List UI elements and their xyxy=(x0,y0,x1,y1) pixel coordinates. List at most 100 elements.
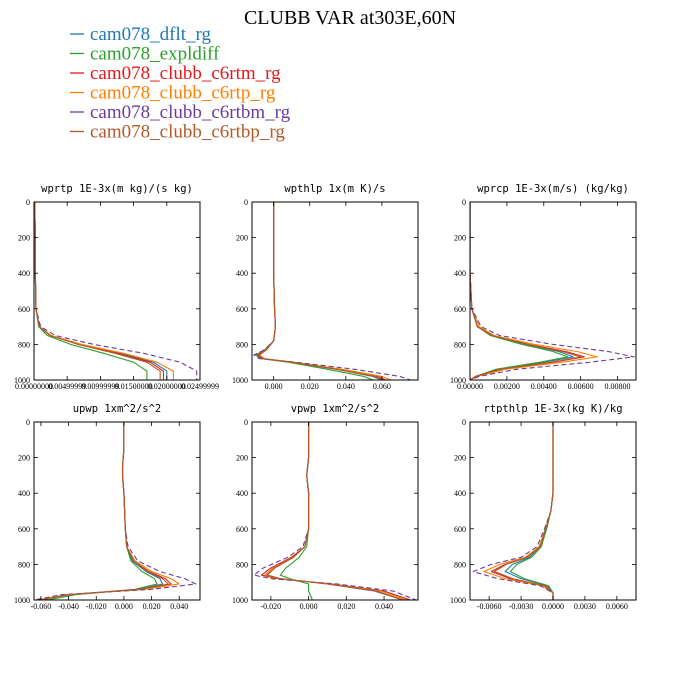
y-tick-label: 0 xyxy=(26,418,30,427)
x-tick-label: 0.02499999 xyxy=(181,382,219,391)
x-tick-label: 0.040 xyxy=(337,382,355,391)
panel-title: wpthlp 1x(m K)/s xyxy=(284,183,385,195)
x-tick-label: 0.01500000 xyxy=(115,382,153,391)
series-line-2 xyxy=(509,422,554,600)
y-tick-label: 800 xyxy=(454,560,466,569)
y-tick-label: 200 xyxy=(18,454,30,463)
panel-1: wprtp 1E-3x(m kg)/(s kg) 0 200 400 600 800 100… xyxy=(14,183,219,391)
panel-title: wprtp 1E-3x(m kg)/(s kg) xyxy=(41,183,193,195)
y-tick-label: 800 xyxy=(236,340,248,349)
y-tick-label: 1000 xyxy=(14,376,30,385)
x-tick-label: -0.060 xyxy=(31,602,52,611)
y-tick-label: 400 xyxy=(236,489,248,498)
series-line-3 xyxy=(260,422,411,600)
series-line-5 xyxy=(253,202,411,380)
x-tick-label: 0.00800 xyxy=(605,382,631,391)
series-group xyxy=(472,422,554,600)
x-tick-label: 0.00400 xyxy=(531,382,557,391)
x-tick-label: 0.000 xyxy=(115,602,133,611)
legend-item: cam078_clubb_c6rtp_rg xyxy=(70,83,276,104)
series-group xyxy=(470,202,635,380)
series-line-2 xyxy=(279,422,313,600)
y-tick-label: 200 xyxy=(236,454,248,463)
x-tick-label: 0.00200 xyxy=(494,382,520,391)
panel-6: rtpthlp 1E-3x(kg K)/kg 0 200 400 600 800 1000 -… xyxy=(450,403,637,611)
panels: wprtp 1E-3x(m kg)/(s kg) 0 200 400 600 800 100… xyxy=(14,183,637,611)
y-tick-label: 400 xyxy=(236,269,248,278)
panel-title: vpwp 1xm^2/s^2 xyxy=(291,403,380,415)
y-tick-label: 0 xyxy=(26,198,30,207)
x-tick-label: 0.00000000 xyxy=(15,382,53,391)
series-line-4 xyxy=(470,202,598,380)
series-line-6 xyxy=(266,422,404,600)
y-tick-label: 0 xyxy=(462,198,466,207)
y-tick-label: 200 xyxy=(18,234,30,243)
x-tick-label: -0.020 xyxy=(261,602,282,611)
series-line-5 xyxy=(253,422,417,600)
y-tick-label: 1000 xyxy=(232,376,248,385)
y-tick-label: 0 xyxy=(244,198,248,207)
y-tick-label: 200 xyxy=(454,454,466,463)
series-line-4 xyxy=(264,422,407,600)
x-tick-label: 0.020 xyxy=(143,602,161,611)
series-line-6 xyxy=(40,422,169,600)
x-tick-label: 0.020 xyxy=(301,382,319,391)
y-tick-label: 600 xyxy=(236,305,248,314)
x-tick-label: 0.0060 xyxy=(606,602,628,611)
series-line-3 xyxy=(490,422,554,600)
series-line-3 xyxy=(256,202,386,380)
y-tick-label: 600 xyxy=(454,525,466,534)
series-line-5 xyxy=(34,422,197,600)
legend-item: cam078_clubb_c6rtbm_rg xyxy=(70,102,291,123)
y-tick-label: 600 xyxy=(236,525,248,534)
panel-4: upwp 1xm^2/s^2 0 200 400 600 800 1000-0.060 -0.… xyxy=(14,403,201,611)
panel-5: vpwp 1xm^2/s^2 0 200 400 600 800 1000 -0.020 0.0… xyxy=(232,403,419,611)
plot-frame xyxy=(469,201,637,381)
series-group xyxy=(253,422,417,600)
y-tick-label: 800 xyxy=(454,340,466,349)
series-line-6 xyxy=(34,202,161,380)
x-tick-label: 0.040 xyxy=(170,602,188,611)
x-tick-label: 0.040 xyxy=(375,602,393,611)
x-tick-label: -0.020 xyxy=(86,602,107,611)
panel-2: wpthlp 1x(m K)/s 0 200 400 600 800 1000 0.000 0.… xyxy=(232,183,419,391)
x-tick-label: 0.00499999 xyxy=(48,382,86,391)
y-tick-label: 400 xyxy=(18,489,30,498)
legend-label: cam078_clubb_c6rtbm_rg xyxy=(90,102,291,123)
plot-frame xyxy=(251,201,419,381)
figure-title: CLUBB VAR at303E,60N xyxy=(244,7,456,29)
series-group xyxy=(34,422,197,600)
series-line-4 xyxy=(483,422,554,600)
series-line-5 xyxy=(472,422,554,600)
x-tick-label: 0.0030 xyxy=(574,602,596,611)
y-tick-label: 1000 xyxy=(450,376,466,385)
x-tick-label: 0.00000 xyxy=(457,382,483,391)
y-tick-label: 600 xyxy=(454,305,466,314)
y-tick-label: 600 xyxy=(18,305,30,314)
y-tick-label: 400 xyxy=(18,269,30,278)
plot-frame xyxy=(33,421,201,601)
series-line-4 xyxy=(36,422,180,600)
legend-item: cam078_expldiff xyxy=(70,44,220,65)
legend-label: cam078_dflt_rg xyxy=(90,24,212,45)
y-tick-label: 1000 xyxy=(14,596,30,605)
y-tick-label: 200 xyxy=(454,234,466,243)
y-tick-label: 1000 xyxy=(450,596,466,605)
x-tick-label: -0.0060 xyxy=(477,602,502,611)
series-line-6 xyxy=(470,202,582,380)
series-line-2 xyxy=(34,202,148,380)
x-tick-label: 0.060 xyxy=(373,382,391,391)
series-line-6 xyxy=(258,202,384,380)
x-tick-label: 0.0000 xyxy=(542,602,564,611)
series-group xyxy=(253,202,411,380)
series-line-1 xyxy=(258,202,383,380)
y-tick-label: 800 xyxy=(236,560,248,569)
y-tick-label: 600 xyxy=(18,525,30,534)
legend-item: cam078_clubb_c6rtbp_rg xyxy=(70,122,285,143)
series-line-4 xyxy=(258,202,392,380)
plot-frame xyxy=(33,201,201,381)
panel-title: upwp 1xm^2/s^2 xyxy=(73,403,162,415)
series-line-2 xyxy=(470,202,569,380)
